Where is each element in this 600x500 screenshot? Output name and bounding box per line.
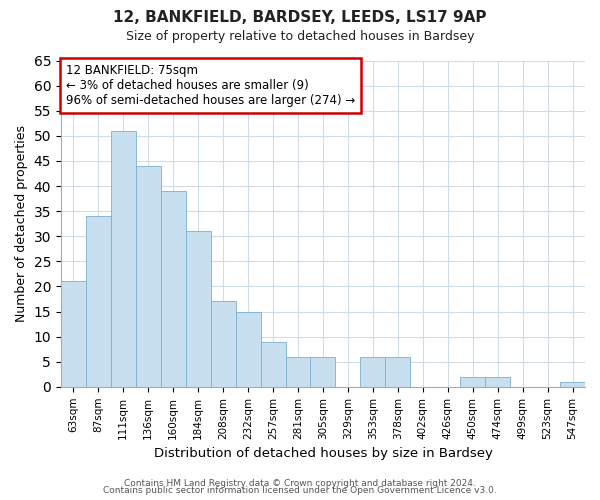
Bar: [136, 166, 161, 387]
Bar: [286, 356, 310, 387]
Bar: [361, 356, 385, 387]
Bar: [236, 312, 260, 387]
Text: 12, BANKFIELD, BARDSEY, LEEDS, LS17 9AP: 12, BANKFIELD, BARDSEY, LEEDS, LS17 9AP: [113, 10, 487, 25]
Bar: [485, 377, 510, 387]
Bar: [560, 382, 585, 387]
Bar: [161, 191, 185, 387]
Bar: [111, 131, 136, 387]
Bar: [460, 377, 485, 387]
Bar: [385, 356, 410, 387]
Text: Contains HM Land Registry data © Crown copyright and database right 2024.: Contains HM Land Registry data © Crown c…: [124, 478, 476, 488]
X-axis label: Distribution of detached houses by size in Bardsey: Distribution of detached houses by size …: [154, 447, 493, 460]
Bar: [310, 356, 335, 387]
Bar: [211, 302, 236, 387]
Y-axis label: Number of detached properties: Number of detached properties: [15, 125, 28, 322]
Bar: [185, 231, 211, 387]
Bar: [260, 342, 286, 387]
Text: Contains public sector information licensed under the Open Government Licence v3: Contains public sector information licen…: [103, 486, 497, 495]
Text: 12 BANKFIELD: 75sqm
← 3% of detached houses are smaller (9)
96% of semi-detached: 12 BANKFIELD: 75sqm ← 3% of detached hou…: [66, 64, 355, 107]
Bar: [61, 282, 86, 387]
Text: Size of property relative to detached houses in Bardsey: Size of property relative to detached ho…: [126, 30, 474, 43]
Bar: [86, 216, 111, 387]
